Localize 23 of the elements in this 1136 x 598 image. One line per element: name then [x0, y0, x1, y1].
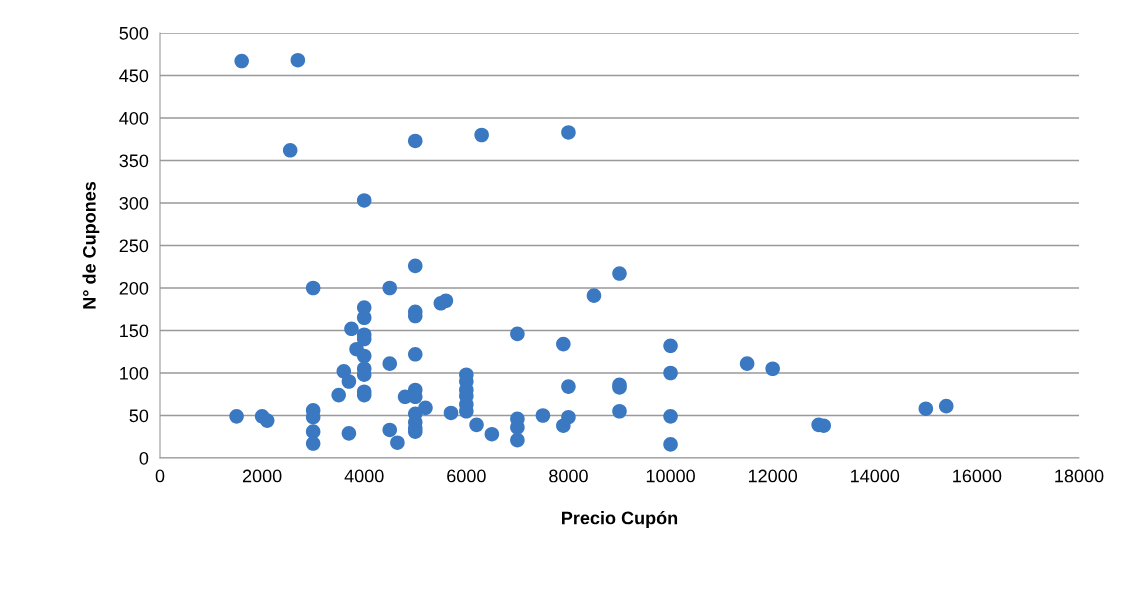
x-tick-label: 8000	[549, 469, 588, 483]
x-tick-label: 4000	[344, 469, 384, 483]
y-axis-title: N° de Cupones	[82, 181, 100, 309]
x-axis-title: Precio Cupón	[562, 510, 678, 528]
y-tick-label: 250	[119, 239, 149, 253]
y-tick-label: 350	[119, 154, 149, 168]
x-tick-label: 18000	[1055, 469, 1104, 483]
y-tick-label: 200	[119, 281, 149, 295]
x-tick-label: 2000	[242, 469, 282, 483]
y-tick-label: 0	[139, 451, 149, 465]
y-tick-label: 450	[119, 69, 149, 83]
y-tick-label: 100	[120, 366, 149, 380]
y-tick-label: 400	[119, 111, 149, 125]
x-tick-label: 10000	[646, 469, 695, 483]
y-tick-label: 300	[119, 196, 149, 210]
x-tick-label: 12000	[748, 469, 798, 483]
x-tick-label: 6000	[447, 469, 486, 483]
y-tick-label: 150	[120, 324, 149, 338]
x-tick-label: 14000	[851, 469, 900, 483]
y-tick-label: 50	[129, 409, 149, 423]
x-tick-label: 0	[155, 469, 165, 483]
x-tick-label: 16000	[953, 469, 1002, 483]
y-tick-label: 500	[119, 26, 149, 40]
